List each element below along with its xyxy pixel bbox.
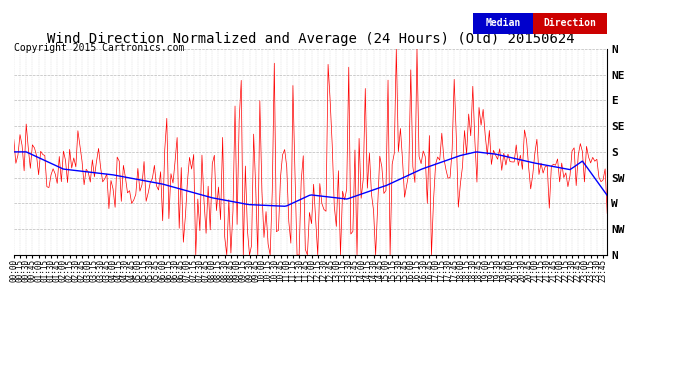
Text: Median: Median: [485, 18, 520, 28]
Text: Copyright 2015 Cartronics.com: Copyright 2015 Cartronics.com: [14, 43, 184, 53]
FancyBboxPatch shape: [533, 13, 607, 34]
Text: Direction: Direction: [544, 18, 597, 28]
Title: Wind Direction Normalized and Average (24 Hours) (Old) 20150624: Wind Direction Normalized and Average (2…: [47, 32, 574, 46]
FancyBboxPatch shape: [473, 13, 533, 34]
